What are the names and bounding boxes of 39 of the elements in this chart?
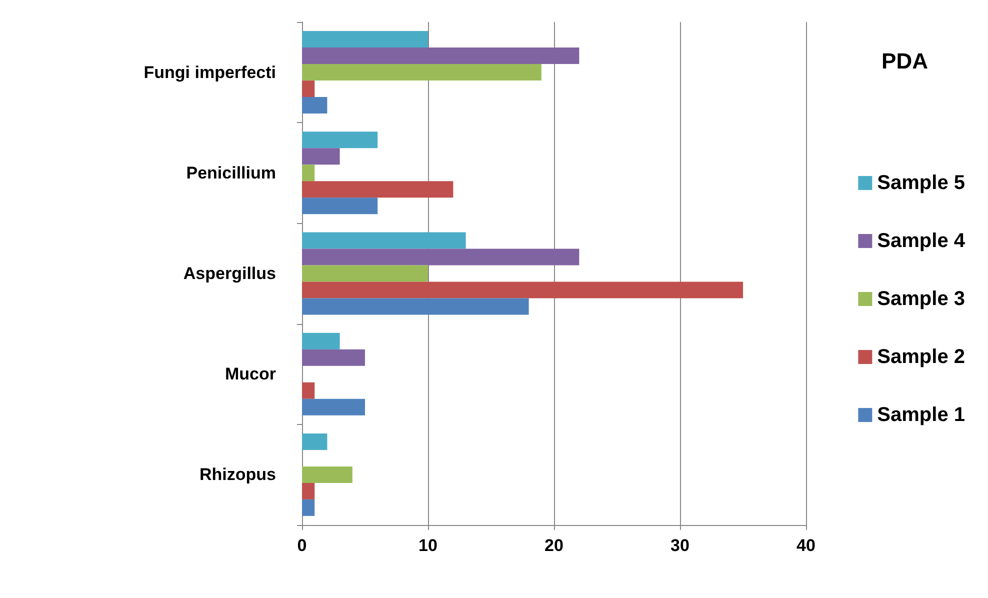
bar <box>302 265 428 282</box>
bar <box>302 148 340 165</box>
legend-label: Sample 3 <box>877 288 966 310</box>
y-tick-label: Fungi imperfecti <box>144 62 276 82</box>
bar <box>302 382 315 399</box>
bar <box>302 164 315 182</box>
bar <box>302 499 315 516</box>
y-tick-label: Aspergillus <box>183 264 276 283</box>
y-tick-label: Penicillium <box>186 163 276 182</box>
bar <box>302 198 378 214</box>
legend-label: Sample 2 <box>877 346 966 368</box>
y-tick-label: Mucor <box>225 364 276 384</box>
x-tick-label: 10 <box>418 536 438 555</box>
x-tick-label: 40 <box>796 536 816 555</box>
bar <box>302 80 315 98</box>
x-tick-label: 20 <box>544 536 564 555</box>
bar <box>302 398 365 416</box>
bar <box>302 298 529 315</box>
x-tick-label: 0 <box>297 536 307 555</box>
x-tick-label: 30 <box>670 536 690 555</box>
bar <box>302 31 428 48</box>
bar <box>302 282 743 298</box>
bar <box>302 181 454 198</box>
bar <box>302 48 580 64</box>
legend-label: Sample 4 <box>877 230 966 252</box>
text: PDA <box>882 48 928 74</box>
bar <box>302 466 352 483</box>
legend-label: Sample 5 <box>877 172 966 194</box>
legend-label: Sample 1 <box>877 404 966 426</box>
bar <box>302 482 315 500</box>
bar <box>302 433 328 450</box>
bar <box>302 349 365 366</box>
bar <box>302 64 542 81</box>
bar <box>302 248 580 266</box>
bar <box>302 332 340 350</box>
y-tick-label: Rhizopus <box>200 465 276 484</box>
bar <box>302 97 328 114</box>
bar <box>302 232 466 249</box>
bar <box>302 132 378 148</box>
